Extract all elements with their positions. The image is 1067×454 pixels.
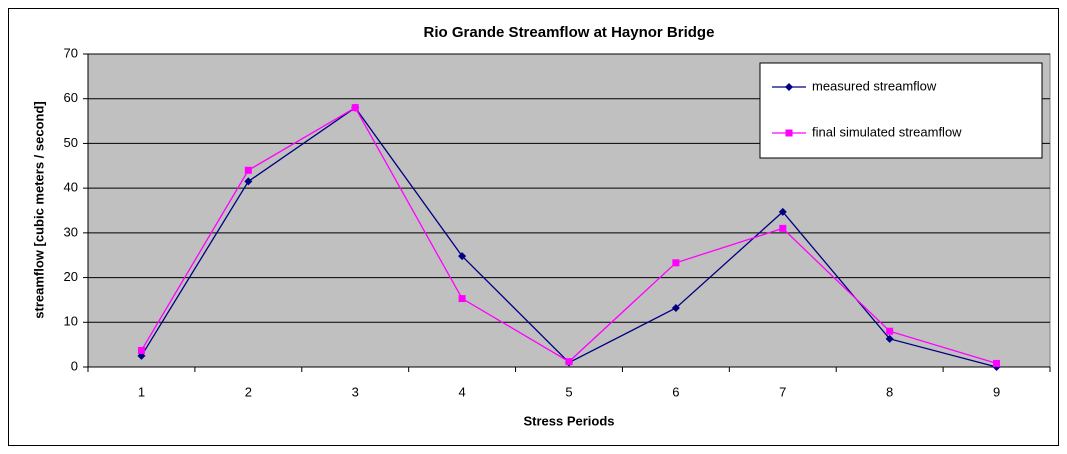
y-tick-label: 10 [64,314,78,329]
marker [778,207,787,216]
x-tick-label: 1 [138,384,145,399]
x-tick-label: 9 [993,384,1000,399]
marker [565,358,573,366]
x-tick-label: 7 [779,384,786,399]
chart-title: Rio Grande Streamflow at Haynor Bridge [424,24,715,41]
legend-box [759,62,1043,159]
marker [244,177,253,186]
y-tick-label: 20 [64,269,78,284]
marker [785,83,793,91]
y-tick-label: 40 [64,180,78,195]
marker [458,295,466,303]
marker [785,129,793,137]
marker [672,259,680,267]
x-tick-label: 5 [565,384,572,399]
y-tick-label: 30 [64,224,78,239]
marker [886,327,894,335]
y-tick-label: 70 [64,45,78,60]
marker [458,252,467,261]
marker [779,224,787,232]
marker [671,303,680,312]
x-tick-label: 4 [458,384,465,399]
x-tick-label: 8 [886,384,893,399]
y-axis-label: streamflow [cubic meters / second] [31,101,46,318]
legend-label: measured streamflow [812,78,937,93]
x-tick-label: 6 [672,384,679,399]
y-tick-label: 0 [71,358,78,373]
marker [137,346,145,354]
y-tick-label: 60 [64,90,78,105]
legend-label: final simulated streamflow [812,124,962,139]
marker [885,334,894,343]
x-tick-label: 3 [352,384,359,399]
marker [351,104,359,112]
marker [244,166,252,174]
x-axis-label: Stress Periods [523,413,614,428]
x-tick-label: 2 [245,384,252,399]
y-tick-label: 50 [64,135,78,150]
marker [993,359,1001,367]
